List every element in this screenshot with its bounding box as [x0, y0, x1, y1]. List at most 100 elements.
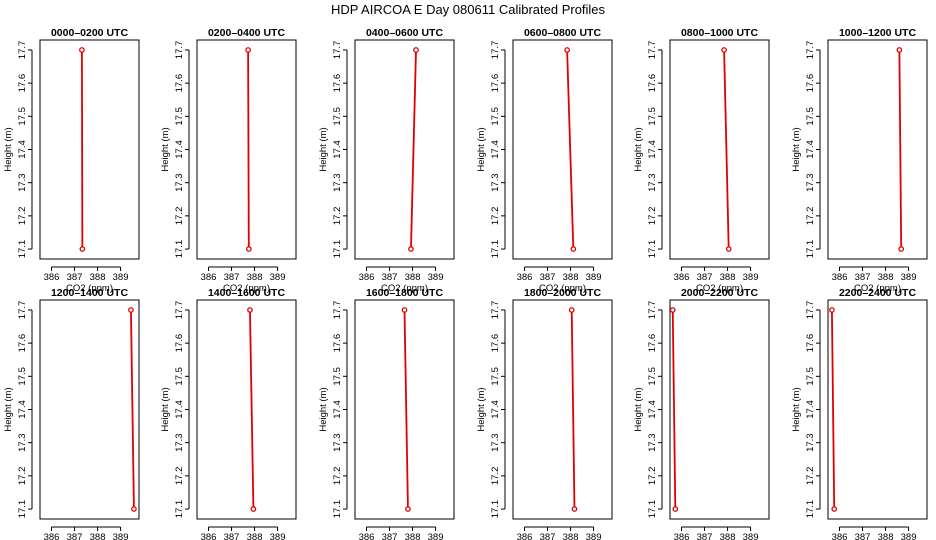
x-tick-label: 387: [697, 532, 713, 540]
data-point: [564, 47, 570, 53]
x-tick-label: 387: [697, 272, 713, 283]
y-tick-label: 17.5: [647, 107, 658, 126]
y-tick-label: 17.2: [174, 207, 185, 226]
plot-frame: [512, 39, 613, 260]
data-point: [79, 246, 86, 252]
y-tick-label: 17.2: [490, 207, 501, 226]
profile-line: [249, 309, 255, 510]
profile-line: [671, 309, 677, 510]
y-tick-label: 17.3: [647, 433, 658, 452]
y-tick-label: 17.2: [647, 207, 658, 226]
panel-title: 0800–1000 UTC: [681, 27, 758, 39]
data-point: [898, 246, 905, 252]
y-tick-label: 17.5: [332, 107, 343, 126]
profile-line: [570, 309, 576, 510]
panel-title: 2000–2200 UTC: [681, 287, 758, 299]
y-tick-label: 17.4: [174, 400, 185, 419]
y-tick-label: 17.7: [647, 41, 658, 60]
data-point: [725, 246, 732, 252]
y-tick-label: 17.4: [174, 140, 185, 159]
y-axis-label: Height (m): [476, 387, 487, 431]
y-tick-label: 17.1: [332, 240, 343, 259]
y-tick-label: 17.1: [647, 500, 658, 518]
x-tick-label: 388: [90, 272, 106, 283]
y-tick-label: 17.2: [805, 207, 816, 226]
data-point: [250, 506, 257, 512]
y-tick-label: 17.1: [805, 240, 816, 259]
x-tick-label: 386: [832, 272, 848, 283]
y-tick-label: 17.7: [174, 41, 185, 60]
plot-frame: [354, 299, 455, 520]
y-tick-label: 17.6: [332, 334, 343, 353]
panel-title: 0200–0400 UTC: [208, 27, 285, 39]
plot-frame: [354, 39, 455, 260]
y-axis-label: Height (m): [318, 127, 329, 171]
y-tick-label: 17.6: [647, 74, 658, 93]
x-tick-label: 389: [428, 272, 444, 283]
profile-line: [566, 49, 575, 250]
panel-title: 0000–0200 UTC: [51, 27, 128, 39]
x-tick-label: 388: [247, 532, 263, 540]
y-axis-label: Height (m): [160, 127, 171, 171]
y-tick-label: 17.7: [17, 301, 28, 320]
profile-line: [831, 309, 836, 510]
y-tick-label: 17.7: [490, 301, 501, 320]
y-tick-label: 17.5: [490, 367, 501, 386]
y-tick-label: 17.5: [332, 367, 343, 386]
x-tick-label: 388: [720, 532, 736, 540]
y-tick-label: 17.5: [647, 367, 658, 386]
y-tick-label: 17.4: [332, 140, 343, 159]
x-tick-label: 387: [382, 272, 398, 283]
plot-frame: [196, 299, 297, 520]
x-tick-label: 386: [201, 272, 217, 283]
x-tick-label: 387: [855, 272, 871, 283]
y-tick-label: 17.2: [332, 207, 343, 226]
y-tick-label: 17.7: [805, 41, 816, 60]
y-tick-label: 17.2: [805, 467, 816, 486]
y-tick-label: 17.3: [17, 433, 28, 452]
panel-title: 2200–2400 UTC: [839, 287, 916, 299]
panel-title: 1600–1800 UTC: [366, 287, 443, 299]
plot-frame: [196, 39, 297, 260]
y-tick-label: 17.6: [17, 334, 28, 353]
x-tick-label: 386: [201, 532, 217, 540]
profile-line: [403, 309, 409, 510]
x-axis-label: CO2 (ppm): [696, 283, 743, 294]
y-tick-label: 17.4: [17, 400, 28, 419]
y-tick-label: 17.1: [490, 500, 501, 518]
x-tick-label: 388: [563, 272, 579, 283]
y-tick-label: 17.6: [174, 74, 185, 93]
x-axis-label: CO2 (ppm): [539, 283, 586, 294]
x-tick-label: 386: [517, 532, 533, 540]
y-tick-label: 17.4: [490, 400, 501, 419]
y-axis-label: Height (m): [3, 387, 14, 431]
data-point: [408, 246, 414, 252]
data-point: [79, 47, 85, 53]
x-tick-label: 389: [113, 532, 129, 540]
data-point: [247, 307, 253, 313]
y-axis-label: Height (m): [3, 127, 14, 171]
y-tick-label: 17.2: [17, 207, 28, 226]
y-tick-label: 17.6: [332, 74, 343, 93]
x-tick-label: 386: [359, 272, 375, 283]
data-point: [896, 47, 903, 53]
data-point: [245, 47, 251, 53]
y-tick-label: 17.3: [174, 173, 185, 192]
x-tick-label: 388: [90, 532, 106, 540]
x-tick-label: 386: [517, 272, 533, 283]
y-tick-label: 17.5: [490, 107, 501, 126]
data-point: [405, 506, 411, 512]
y-tick-label: 17.5: [805, 107, 816, 126]
profile-line: [130, 309, 135, 510]
y-tick-label: 17.7: [490, 41, 501, 60]
y-tick-label: 17.7: [174, 301, 185, 320]
y-tick-label: 17.6: [490, 334, 501, 353]
x-tick-label: 388: [247, 272, 263, 283]
